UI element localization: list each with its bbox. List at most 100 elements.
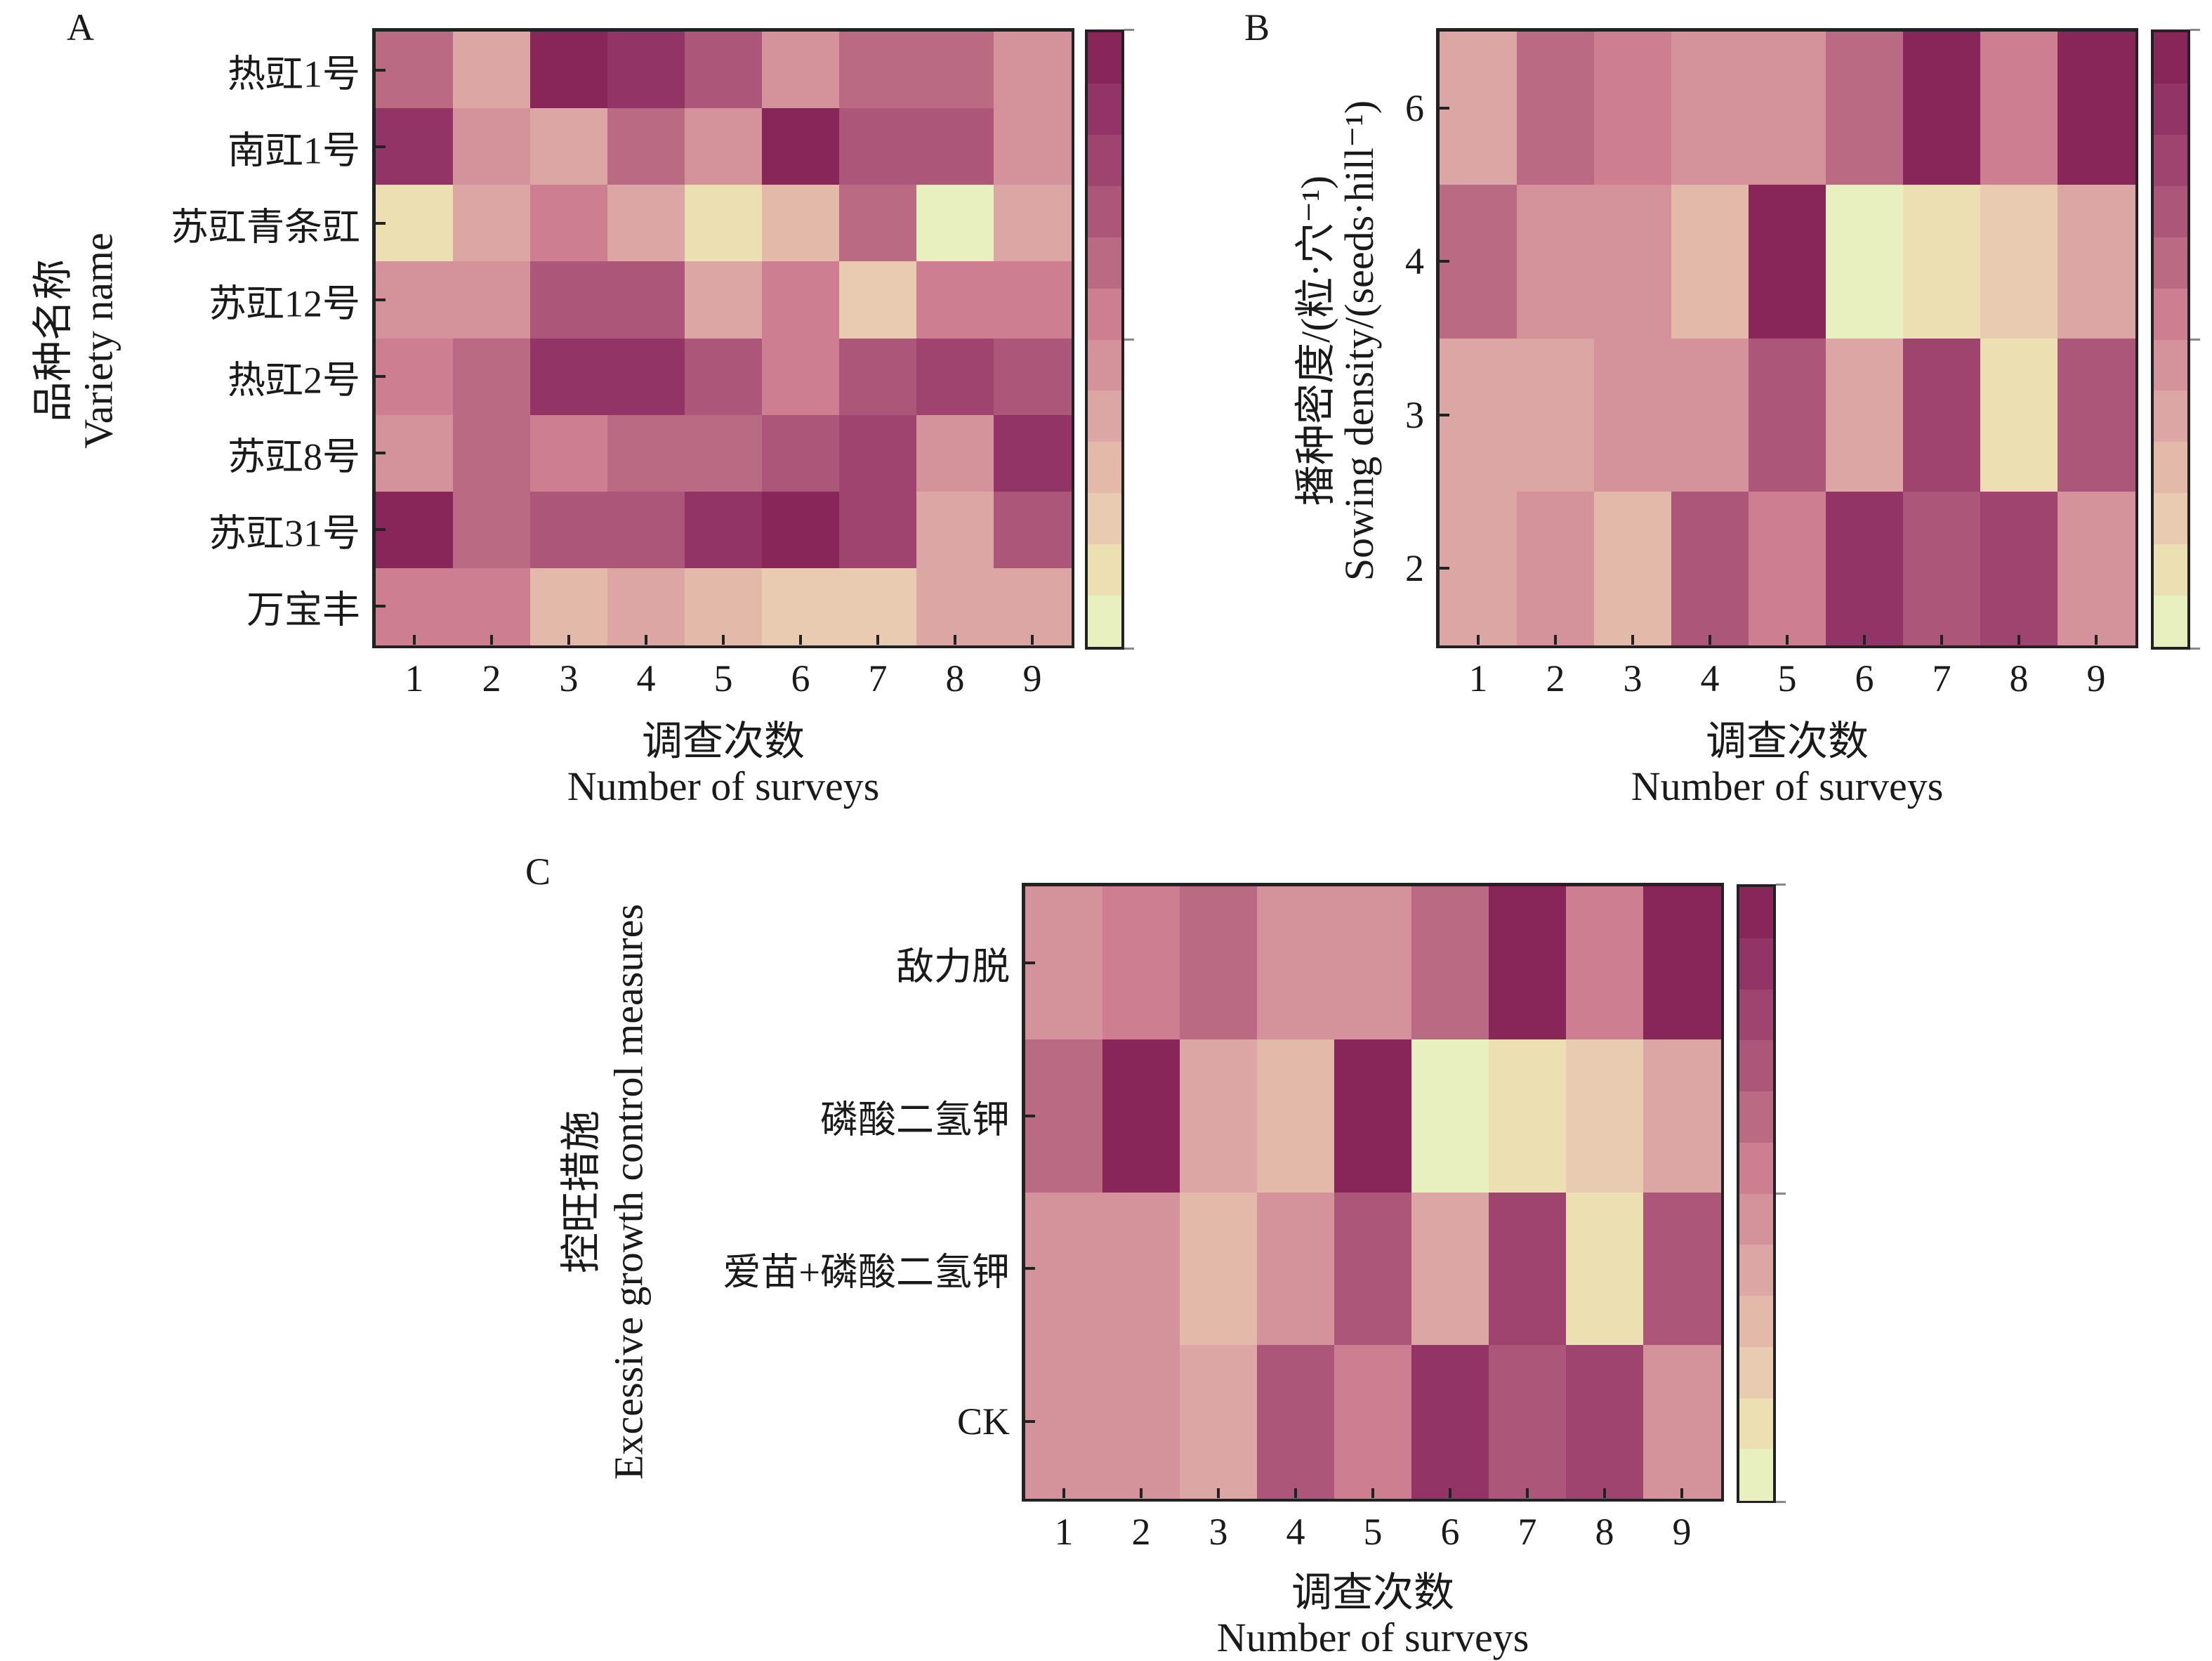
heatmap-cell <box>994 338 1072 416</box>
heatmap-cell <box>530 32 608 109</box>
heatmap-cell <box>530 108 608 185</box>
colorbar-segment <box>2154 32 2187 84</box>
x-tick-label: 9 <box>1022 657 1042 700</box>
x-tick-mark <box>1554 635 1557 645</box>
heatmap-cell <box>1489 1345 1567 1499</box>
x-axis-title-cn: 调查次数 <box>1705 718 1869 764</box>
x-tick-label: 8 <box>1595 1511 1614 1553</box>
y-tick-label: 苏豇青条豇 <box>171 206 360 249</box>
colorbar-segment <box>2154 185 2187 238</box>
x-tick-mark <box>1786 635 1789 645</box>
heatmap-cell <box>839 414 917 492</box>
y-tick-label: 万宝丰 <box>246 589 360 631</box>
x-tick-mark <box>1709 635 1711 645</box>
heatmap-cell <box>376 108 454 185</box>
panel-c-heatmap <box>1022 883 1724 1502</box>
heatmap-cell <box>1643 1192 1721 1346</box>
colorbar-segment <box>1088 442 1121 494</box>
heatmap-cell <box>1980 491 2058 645</box>
heatmap-cell <box>1489 886 1567 1040</box>
heatmap-cell <box>1257 886 1335 1040</box>
y-axis-title-cn: 播种密度/(粒·穴⁻¹) <box>1293 175 1338 506</box>
y-tick-mark <box>1025 1420 1035 1424</box>
y-axis-title-en: Sowing density/(seeds·hill⁻¹) <box>1336 100 1382 582</box>
x-tick-label: 6 <box>1855 657 1874 700</box>
panel-b-colorbar <box>2151 29 2190 650</box>
panel-a-heatmap <box>372 28 1074 648</box>
colorbar-segment <box>2154 288 2187 340</box>
heatmap-cell <box>762 108 840 185</box>
heatmap-cell <box>1180 886 1258 1040</box>
x-tick-mark <box>1603 1488 1606 1498</box>
heatmap-cell <box>607 185 685 262</box>
y-tick-mark <box>376 528 386 532</box>
colorbar-segment <box>1739 989 1773 1041</box>
x-tick-label: 4 <box>1286 1511 1305 1553</box>
x-axis-title-en: Number of surveys <box>567 763 880 809</box>
heatmap-cell <box>2058 185 2135 339</box>
heatmap-cell <box>1025 1345 1103 1499</box>
heatmap-cell <box>994 185 1072 262</box>
heatmap-cell <box>453 491 531 569</box>
colorbar-segment <box>1088 134 1121 187</box>
heatmap-cell <box>1025 886 1103 1040</box>
y-tick-mark <box>1440 260 1449 263</box>
heatmap-cell <box>839 338 917 416</box>
heatmap-cell <box>1440 338 1518 492</box>
heatmap-cell <box>607 261 685 339</box>
heatmap-cell <box>607 491 685 569</box>
colorbar-segment <box>2154 442 2187 494</box>
x-axis-title-cn: 调查次数 <box>1291 1570 1455 1615</box>
heatmap-cell <box>376 414 454 492</box>
heatmap-cell <box>530 338 608 416</box>
colorbar-tick <box>1124 29 1134 31</box>
heatmap-cell <box>1980 338 2058 492</box>
heatmap-cell <box>453 567 531 645</box>
colorbar-segment <box>1088 544 1121 596</box>
x-tick-label: 8 <box>945 657 965 700</box>
heatmap-cell <box>1517 338 1595 492</box>
x-tick-mark <box>1371 1488 1374 1498</box>
y-tick-label: 2 <box>1405 546 1424 589</box>
heatmap-cell <box>1025 1039 1103 1193</box>
colorbar-segment <box>1739 1040 1773 1092</box>
colorbar-segment <box>1088 390 1121 442</box>
heatmap-cell <box>1489 1192 1567 1346</box>
x-tick-label: 9 <box>1672 1511 1692 1553</box>
x-tick-mark <box>799 635 802 645</box>
heatmap-cell <box>1594 338 1672 492</box>
x-tick-label: 2 <box>482 657 501 700</box>
heatmap-cell <box>762 414 840 492</box>
heatmap-cell <box>453 185 531 262</box>
heatmap-cell <box>453 108 531 185</box>
y-axis-title-en: Variety name <box>75 232 121 449</box>
x-tick-mark <box>413 635 416 645</box>
y-tick-mark <box>1025 961 1035 964</box>
x-tick-mark <box>1140 1488 1143 1498</box>
x-tick-mark <box>2095 635 2098 645</box>
colorbar-tick <box>1124 338 1134 341</box>
heatmap-cell <box>994 567 1072 645</box>
heatmap-cell <box>916 108 994 185</box>
x-tick-mark <box>1477 635 1480 645</box>
y-tick-mark <box>1440 413 1449 416</box>
y-tick-label: 4 <box>1405 240 1424 283</box>
colorbar-segment <box>2154 134 2187 187</box>
heatmap-cell <box>1594 491 1672 645</box>
heatmap-cell <box>994 491 1072 569</box>
heatmap-cell <box>1980 185 2058 339</box>
y-axis-title-cn: 品种名称 <box>30 258 76 423</box>
heatmap-cell <box>1102 1039 1180 1193</box>
x-axis-title-en: Number of surveys <box>1631 763 1944 809</box>
colorbar-segment <box>2154 390 2187 442</box>
heatmap-cell <box>1411 1039 1489 1193</box>
heatmap-cell <box>1411 886 1489 1040</box>
heatmap-cell <box>530 261 608 339</box>
x-tick-label: 8 <box>2009 657 2029 700</box>
colorbar-segment <box>2154 493 2187 545</box>
colorbar-tick <box>2190 648 2200 650</box>
heatmap-cell <box>1980 32 2058 185</box>
x-tick-mark <box>645 635 647 645</box>
heatmap-cell <box>453 261 531 339</box>
colorbar-segment <box>1088 288 1121 340</box>
